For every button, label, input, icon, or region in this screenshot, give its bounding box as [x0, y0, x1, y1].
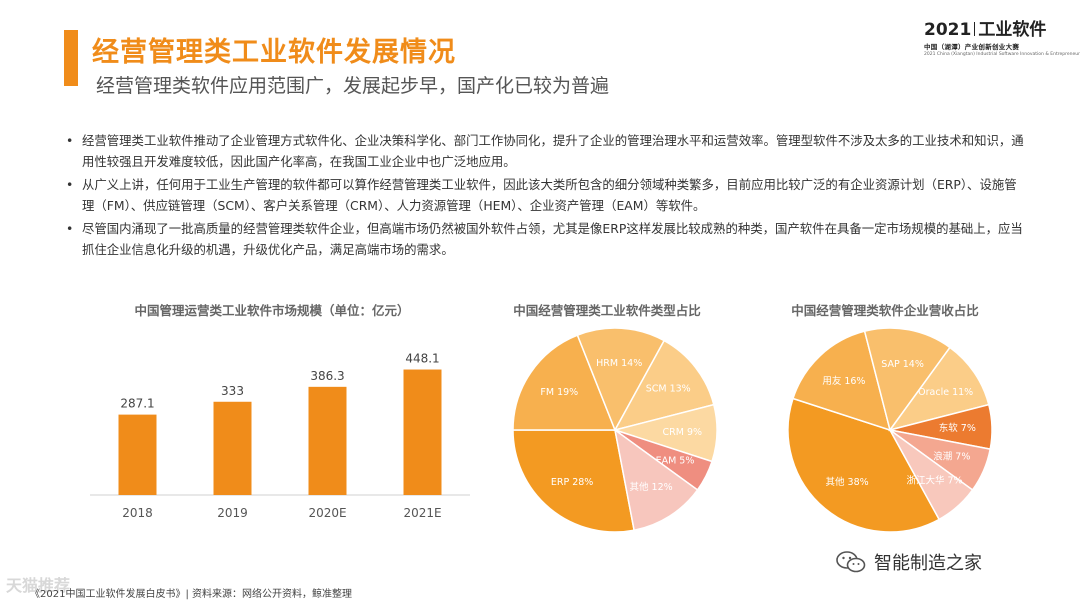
pie-slice — [512, 334, 617, 431]
pie-slice-label: FM 19% — [540, 387, 578, 398]
page-title: 经营管理类工业软件发展情况 — [92, 37, 456, 68]
brand-signature: 智能制造之家 — [836, 549, 982, 575]
pie-slice — [792, 330, 892, 432]
logo-line3: 2021 China (Xiangtan) Industrial Softwar… — [924, 52, 1080, 57]
pie-slice — [888, 346, 990, 432]
title-accent-bar — [64, 30, 78, 86]
pie-slice-label: 浪潮 7% — [933, 451, 970, 463]
source-footnote: 《2021中国工业软件发展白皮书》| 资料来源：网络公开资料，鲸准整理 — [30, 589, 352, 600]
pie-slice-label: 用友 16% — [822, 375, 865, 387]
bar-chart-title: 中国管理运营类工业软件市场规模（单位：亿元） — [134, 303, 410, 318]
bullet-item: 从广义上讲，任何用于工业生产管理的软件都可以算作经营管理类工业软件，因此该大类所… — [64, 174, 1024, 216]
bar-value-label: 333 — [221, 384, 244, 398]
x-tick-label: 2019 — [217, 506, 248, 520]
pie-slice-label: EAM 5% — [656, 456, 695, 467]
bullet-item: 尽管国内涌现了一批高质量的经营管理类软件企业，但高端市场仍然被国外软件占领，尤其… — [64, 218, 1024, 260]
pie-slice — [863, 327, 951, 432]
pie-slice — [787, 397, 941, 533]
page-subtitle: 经营管理类软件应用范围广，发展起步早，国产化已较为普遍 — [96, 75, 610, 97]
wechat-icon — [836, 551, 866, 573]
logo-line2: 中国（湖潭）产业创新创业大赛 — [924, 43, 1020, 51]
logo-name: 工业软件 — [978, 20, 1047, 40]
pie-slice-label: Oracle 11% — [918, 387, 973, 398]
pie-slice — [613, 339, 715, 432]
logo-main-line: 2021 工业软件 — [924, 20, 1054, 40]
pie-slice-label: 其他 38% — [826, 476, 869, 488]
logo-separator — [974, 22, 976, 36]
bar-value-label: 386.3 — [310, 369, 344, 383]
pie-slice-label: 浙江大华 7% — [906, 475, 962, 487]
bar-value-label: 287.1 — [120, 397, 154, 411]
logo-year: 2021 — [924, 20, 972, 40]
market-size-bar-chart: 287.1 2018 333 2019 386.3 2020E 448.1 2021E — [90, 352, 470, 520]
pie-slice-label: 东软 7% — [939, 422, 976, 434]
pie-slice-label: 其他 12% — [630, 481, 673, 493]
bar-2018 — [118, 414, 157, 495]
pie-slice-label: CRM 9% — [663, 427, 703, 438]
brand-name: 智能制造之家 — [874, 553, 982, 574]
software-type-pie-chart: ERP 28% FM 19% HRM 14% SCM 13% CRM 9% EAM 5% 其… — [512, 327, 718, 533]
bar-2020E — [308, 386, 347, 495]
x-tick-label: 2021E — [403, 506, 441, 520]
pie-slice-label: ERP 28% — [551, 477, 593, 488]
pie-slice — [613, 428, 699, 532]
pie-slice — [512, 429, 635, 533]
vendor-revenue-pie-chart: 其他 38% 用友 16% SAP 14% Oracle 11% 东软 7% 浪潮 7% 浙… — [787, 327, 993, 533]
bullet-item: 经营管理类工业软件推动了企业管理方式软件化、企业决策科学化、部门工作协同化，提升… — [64, 130, 1024, 172]
competition-logo: 2021 工业软件 中国（湖潭）产业创新创业大赛 2021 China (Xian… — [924, 20, 1080, 68]
x-tick-label: 2018 — [122, 506, 153, 520]
bullet-list: 经营管理类工业软件推动了企业管理方式软件化、企业决策科学化、部门工作协同化，提升… — [64, 130, 1024, 262]
type-pie-title: 中国经营管理类工业软件类型占比 — [513, 303, 701, 318]
pie-slice-label: HRM 14% — [596, 358, 642, 369]
watermark-text: 天猫推荐 — [6, 576, 71, 595]
revenue-pie-title: 中国经营管理类软件企业营收占比 — [791, 303, 979, 318]
bar-2019 — [213, 401, 252, 495]
pie-slice — [576, 327, 666, 432]
pie-slice-label: SCM 13% — [646, 384, 691, 395]
bar-2021E — [403, 369, 442, 495]
pie-slice-label: SAP 14% — [881, 359, 924, 370]
x-tick-label: 2020E — [308, 506, 346, 520]
bar-value-label: 448.1 — [405, 352, 439, 366]
pie-slice — [889, 429, 974, 521]
